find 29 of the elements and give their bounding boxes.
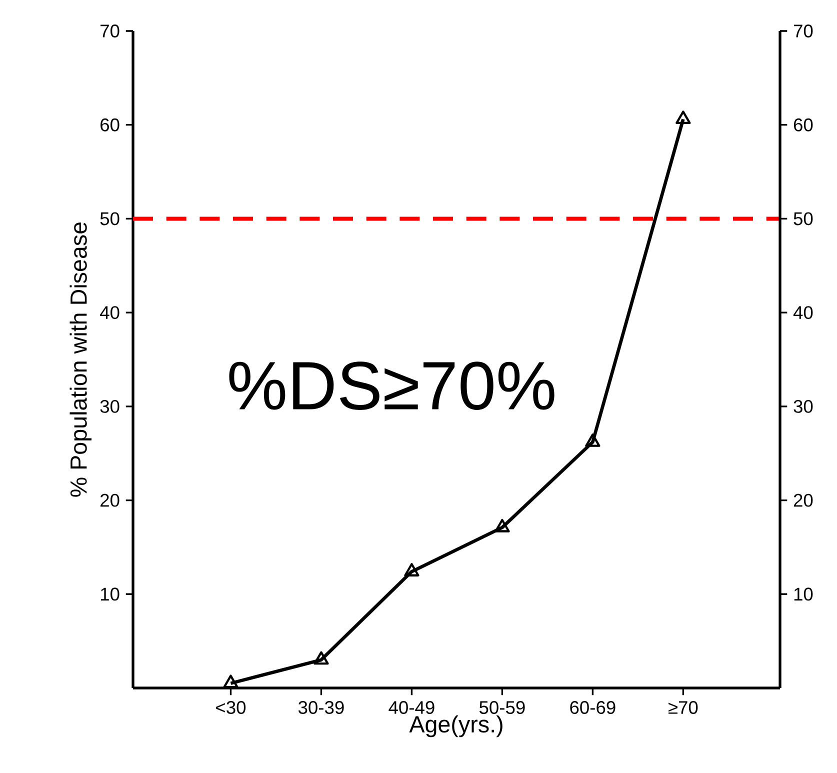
- x-tick-label: <30: [216, 701, 246, 714]
- point: [585, 434, 600, 447]
- x-tick-label: ≥70: [668, 701, 698, 714]
- y-tick-label: 30: [100, 400, 120, 413]
- y-axis-title: % Population with Disease: [70, 222, 92, 497]
- x-tick-label: 60-69: [570, 701, 616, 714]
- y-tick-label: 10: [101, 588, 120, 601]
- point: [314, 651, 329, 665]
- annotation: %DS≥70%: [229, 362, 554, 410]
- point: [223, 674, 238, 688]
- point: [494, 518, 510, 532]
- y2-tick-label: 70: [794, 24, 813, 38]
- y-tick-label: 70: [100, 24, 120, 38]
- y2-tick-label: 50: [794, 212, 813, 226]
- y2-tick-label: 30: [794, 400, 813, 413]
- x-tick-label: 50-59: [479, 701, 525, 714]
- y-tick-label: 20: [100, 494, 120, 507]
- x-tick-label: 40-49: [388, 701, 434, 714]
- y2-tick-label: 10: [794, 588, 813, 601]
- y-tick-label: 50: [100, 212, 120, 226]
- y-tick-label: 40: [100, 306, 120, 320]
- y2-tick-label: 60: [794, 118, 813, 132]
- y2-tick-label: 20: [794, 494, 813, 507]
- x-tick-label: 30-39: [298, 701, 344, 714]
- point: [404, 563, 420, 576]
- x-axis-title: Age(yrs.): [409, 715, 502, 738]
- y-tick-label: 60: [100, 118, 120, 132]
- y2-tick-label: 40: [793, 306, 813, 320]
- point: [676, 110, 691, 124]
